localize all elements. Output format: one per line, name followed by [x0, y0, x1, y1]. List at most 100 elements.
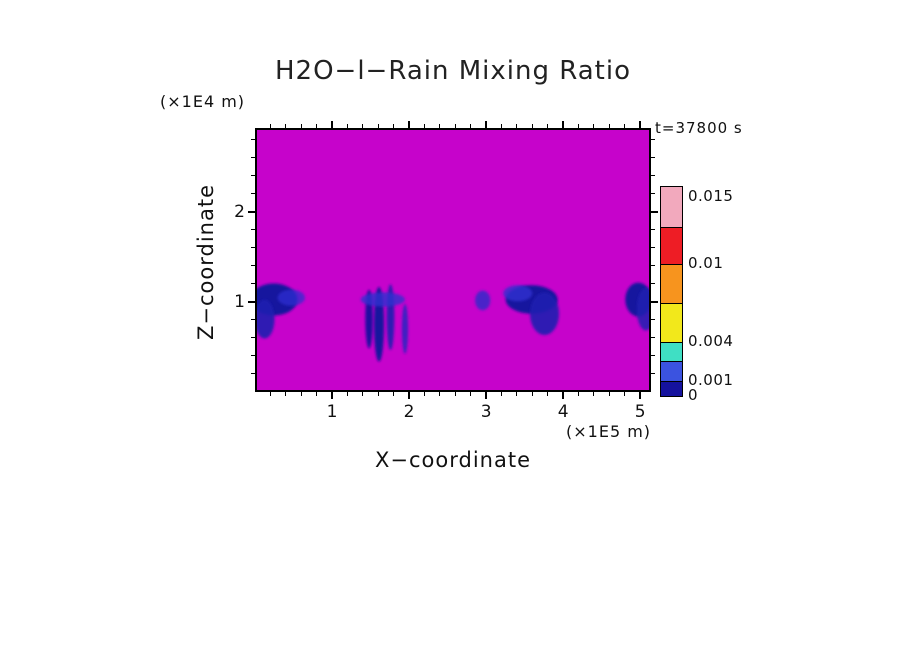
x-tick-label: 4	[557, 402, 569, 422]
x-axis-tick	[562, 392, 564, 399]
x-axis-tick	[316, 124, 318, 128]
x-axis-tick	[516, 392, 518, 396]
z-axis-tick	[251, 229, 255, 231]
x-axis-tick	[439, 392, 441, 396]
x-axis-tick	[269, 124, 271, 128]
x-axis-tick	[346, 124, 348, 128]
x-axis-tick	[531, 124, 533, 128]
x-axis-tick	[578, 124, 580, 128]
x-axis-tick	[285, 124, 287, 128]
z-axis-tick	[248, 211, 255, 213]
z-tick-label: 2	[234, 201, 245, 222]
colorbar	[660, 186, 683, 397]
x-axis-tick	[408, 392, 410, 399]
z-axis-tick	[651, 211, 658, 213]
colorbar-segment	[661, 342, 682, 361]
time-annotation: t=37800 s	[655, 119, 743, 137]
z-axis-tick	[651, 139, 655, 141]
z-axis-tick	[651, 229, 655, 231]
x-axis-tick	[470, 392, 472, 396]
z-axis-tick	[251, 319, 255, 321]
z-axis-tick	[251, 193, 255, 195]
x-tick-label: 1	[326, 402, 338, 422]
z-axis-tick	[251, 157, 255, 159]
rain-patch	[360, 292, 405, 307]
x-axis-tick	[547, 392, 549, 396]
colorbar-tick-label: 0.004	[688, 332, 734, 350]
x-axis-tick	[485, 121, 487, 128]
z-axis-tick	[248, 301, 255, 303]
x-axis-tick	[316, 392, 318, 396]
x-axis-tick	[639, 392, 641, 399]
x-axis-tick	[593, 392, 595, 396]
z-axis-tick	[251, 355, 255, 357]
x-axis-tick	[593, 124, 595, 128]
z-axis-tick	[251, 283, 255, 285]
z-axis-tick	[651, 337, 655, 339]
x-axis-tick	[531, 392, 533, 396]
z-axis-tick	[651, 355, 655, 357]
z-axis-tick	[251, 247, 255, 249]
rain-patch	[530, 292, 559, 335]
z-axis-tick	[251, 373, 255, 375]
x-axis-tick	[562, 121, 564, 128]
colorbar-tick-label: 0	[688, 386, 699, 404]
x-axis-tick	[377, 392, 379, 396]
x-axis-tick	[516, 124, 518, 128]
z-axis-tick	[251, 139, 255, 141]
x-axis-tick	[377, 124, 379, 128]
z-axis-tick	[651, 193, 655, 195]
colorbar-segment	[661, 264, 682, 303]
x-axis-tick	[331, 121, 333, 128]
x-axis-tick	[454, 124, 456, 128]
z-axis-tick	[251, 175, 255, 177]
z-axis-tick	[651, 247, 655, 249]
x-tick-label: 2	[403, 402, 415, 422]
colorbar-segment	[661, 303, 682, 342]
x-axis-tick	[285, 392, 287, 396]
z-axis-tick	[651, 319, 655, 321]
x-tick-label: 3	[480, 402, 492, 422]
z-axis-tick	[651, 157, 655, 159]
z-axis-tick	[651, 373, 655, 375]
x-axis-tick	[639, 121, 641, 128]
colorbar-tick-label: 0.01	[688, 254, 724, 272]
x-axis-tick	[362, 392, 364, 396]
x-axis-tick	[331, 392, 333, 399]
x-axis-tick	[300, 392, 302, 396]
rain-patch	[277, 289, 305, 306]
x-axis-tick	[547, 124, 549, 128]
rain-patch	[475, 290, 491, 311]
plot-area	[255, 128, 651, 392]
x-axis-tick	[393, 392, 395, 396]
x-axis-tick	[408, 121, 410, 128]
rain-field-svg	[257, 282, 649, 362]
x-axis-tick	[608, 124, 610, 128]
z-axis-title: Z−coordinate	[194, 184, 218, 340]
z-axis-tick	[251, 265, 255, 267]
rain-patch	[636, 287, 649, 331]
x-axis-tick	[485, 392, 487, 399]
z-axis-units-label: (×1E4 m)	[160, 92, 246, 111]
x-axis-tick	[269, 392, 271, 396]
x-axis-tick	[470, 124, 472, 128]
x-axis-tick	[578, 392, 580, 396]
x-axis-tick	[624, 124, 626, 128]
colorbar-segment	[661, 227, 682, 264]
x-axis-tick	[300, 124, 302, 128]
x-axis-tick	[501, 392, 503, 396]
x-axis-tick	[362, 124, 364, 128]
colorbar-segment	[661, 187, 682, 227]
rain-patch	[257, 299, 275, 339]
x-axis-tick	[608, 392, 610, 396]
x-axis-tick	[423, 124, 425, 128]
z-axis-tick	[651, 265, 655, 267]
z-axis-tick	[651, 301, 658, 303]
colorbar-tick-label: 0.015	[688, 187, 734, 205]
x-axis-tick	[454, 392, 456, 396]
x-axis-tick	[346, 392, 348, 396]
colorbar-segment	[661, 381, 682, 396]
z-axis-tick	[651, 283, 655, 285]
chart-title: H2O−l−Rain Mixing Ratio	[274, 56, 631, 86]
